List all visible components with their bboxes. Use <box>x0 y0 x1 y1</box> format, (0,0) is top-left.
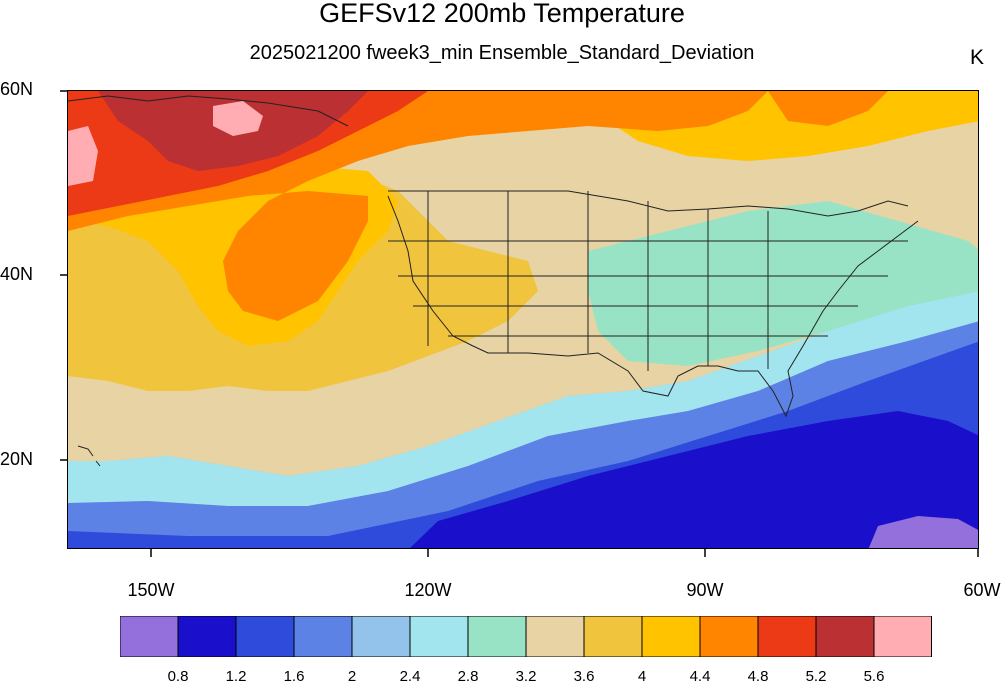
colorbar-label: 1.2 <box>225 668 247 685</box>
swatch-12 <box>815 615 875 658</box>
swatch-7 <box>525 615 585 658</box>
lon-label-150w: 150W <box>127 580 175 600</box>
colorbar-label: 4.4 <box>689 668 711 685</box>
colorbar-label: 5.2 <box>805 668 827 685</box>
lat-label-60n: 60N <box>0 79 34 99</box>
swatch-3 <box>293 615 353 658</box>
lat-label-40n: 40N <box>0 264 34 284</box>
swatch-6 <box>467 615 527 658</box>
chart-title: GEFSv12 200mb Temperature <box>319 0 685 28</box>
colorbar-label: 2.8 <box>457 668 479 685</box>
units-label: K <box>969 46 984 69</box>
lon-label-90w: 90W <box>686 580 724 600</box>
colorbar <box>119 615 932 658</box>
chart-subtitle: 2025021200 fweek3_min Ensemble_Standard_… <box>249 42 755 64</box>
lon-label-120w: 120W <box>404 580 452 600</box>
colorbar-swatches <box>119 615 932 658</box>
colorbar-label: 3.6 <box>573 668 595 685</box>
map-panel[interactable] <box>67 90 979 549</box>
swatch-1 <box>177 615 237 658</box>
swatch-0 <box>119 615 179 658</box>
colorbar-label: 2 <box>347 668 357 685</box>
swatch-5 <box>409 615 469 658</box>
temperature-spread-field <box>68 91 978 548</box>
colorbar-label: 1.6 <box>283 668 305 685</box>
swatch-13 <box>873 615 932 658</box>
colorbar-label: 0.8 <box>167 668 189 685</box>
colorbar-label: 2.4 <box>399 668 421 685</box>
swatch-4 <box>351 615 411 658</box>
swatch-8 <box>583 615 643 658</box>
swatch-11 <box>757 615 817 658</box>
swatch-2 <box>235 615 295 658</box>
colorbar-label: 3.2 <box>515 668 537 685</box>
lat-label-20n: 20N <box>0 449 34 469</box>
colorbar-label: 4.8 <box>747 668 769 685</box>
lon-label-60w: 60W <box>963 580 1001 600</box>
colorbar-label: 4 <box>637 668 647 685</box>
swatch-10 <box>699 615 759 658</box>
colorbar-label: 5.6 <box>863 668 885 685</box>
swatch-9 <box>641 615 701 658</box>
